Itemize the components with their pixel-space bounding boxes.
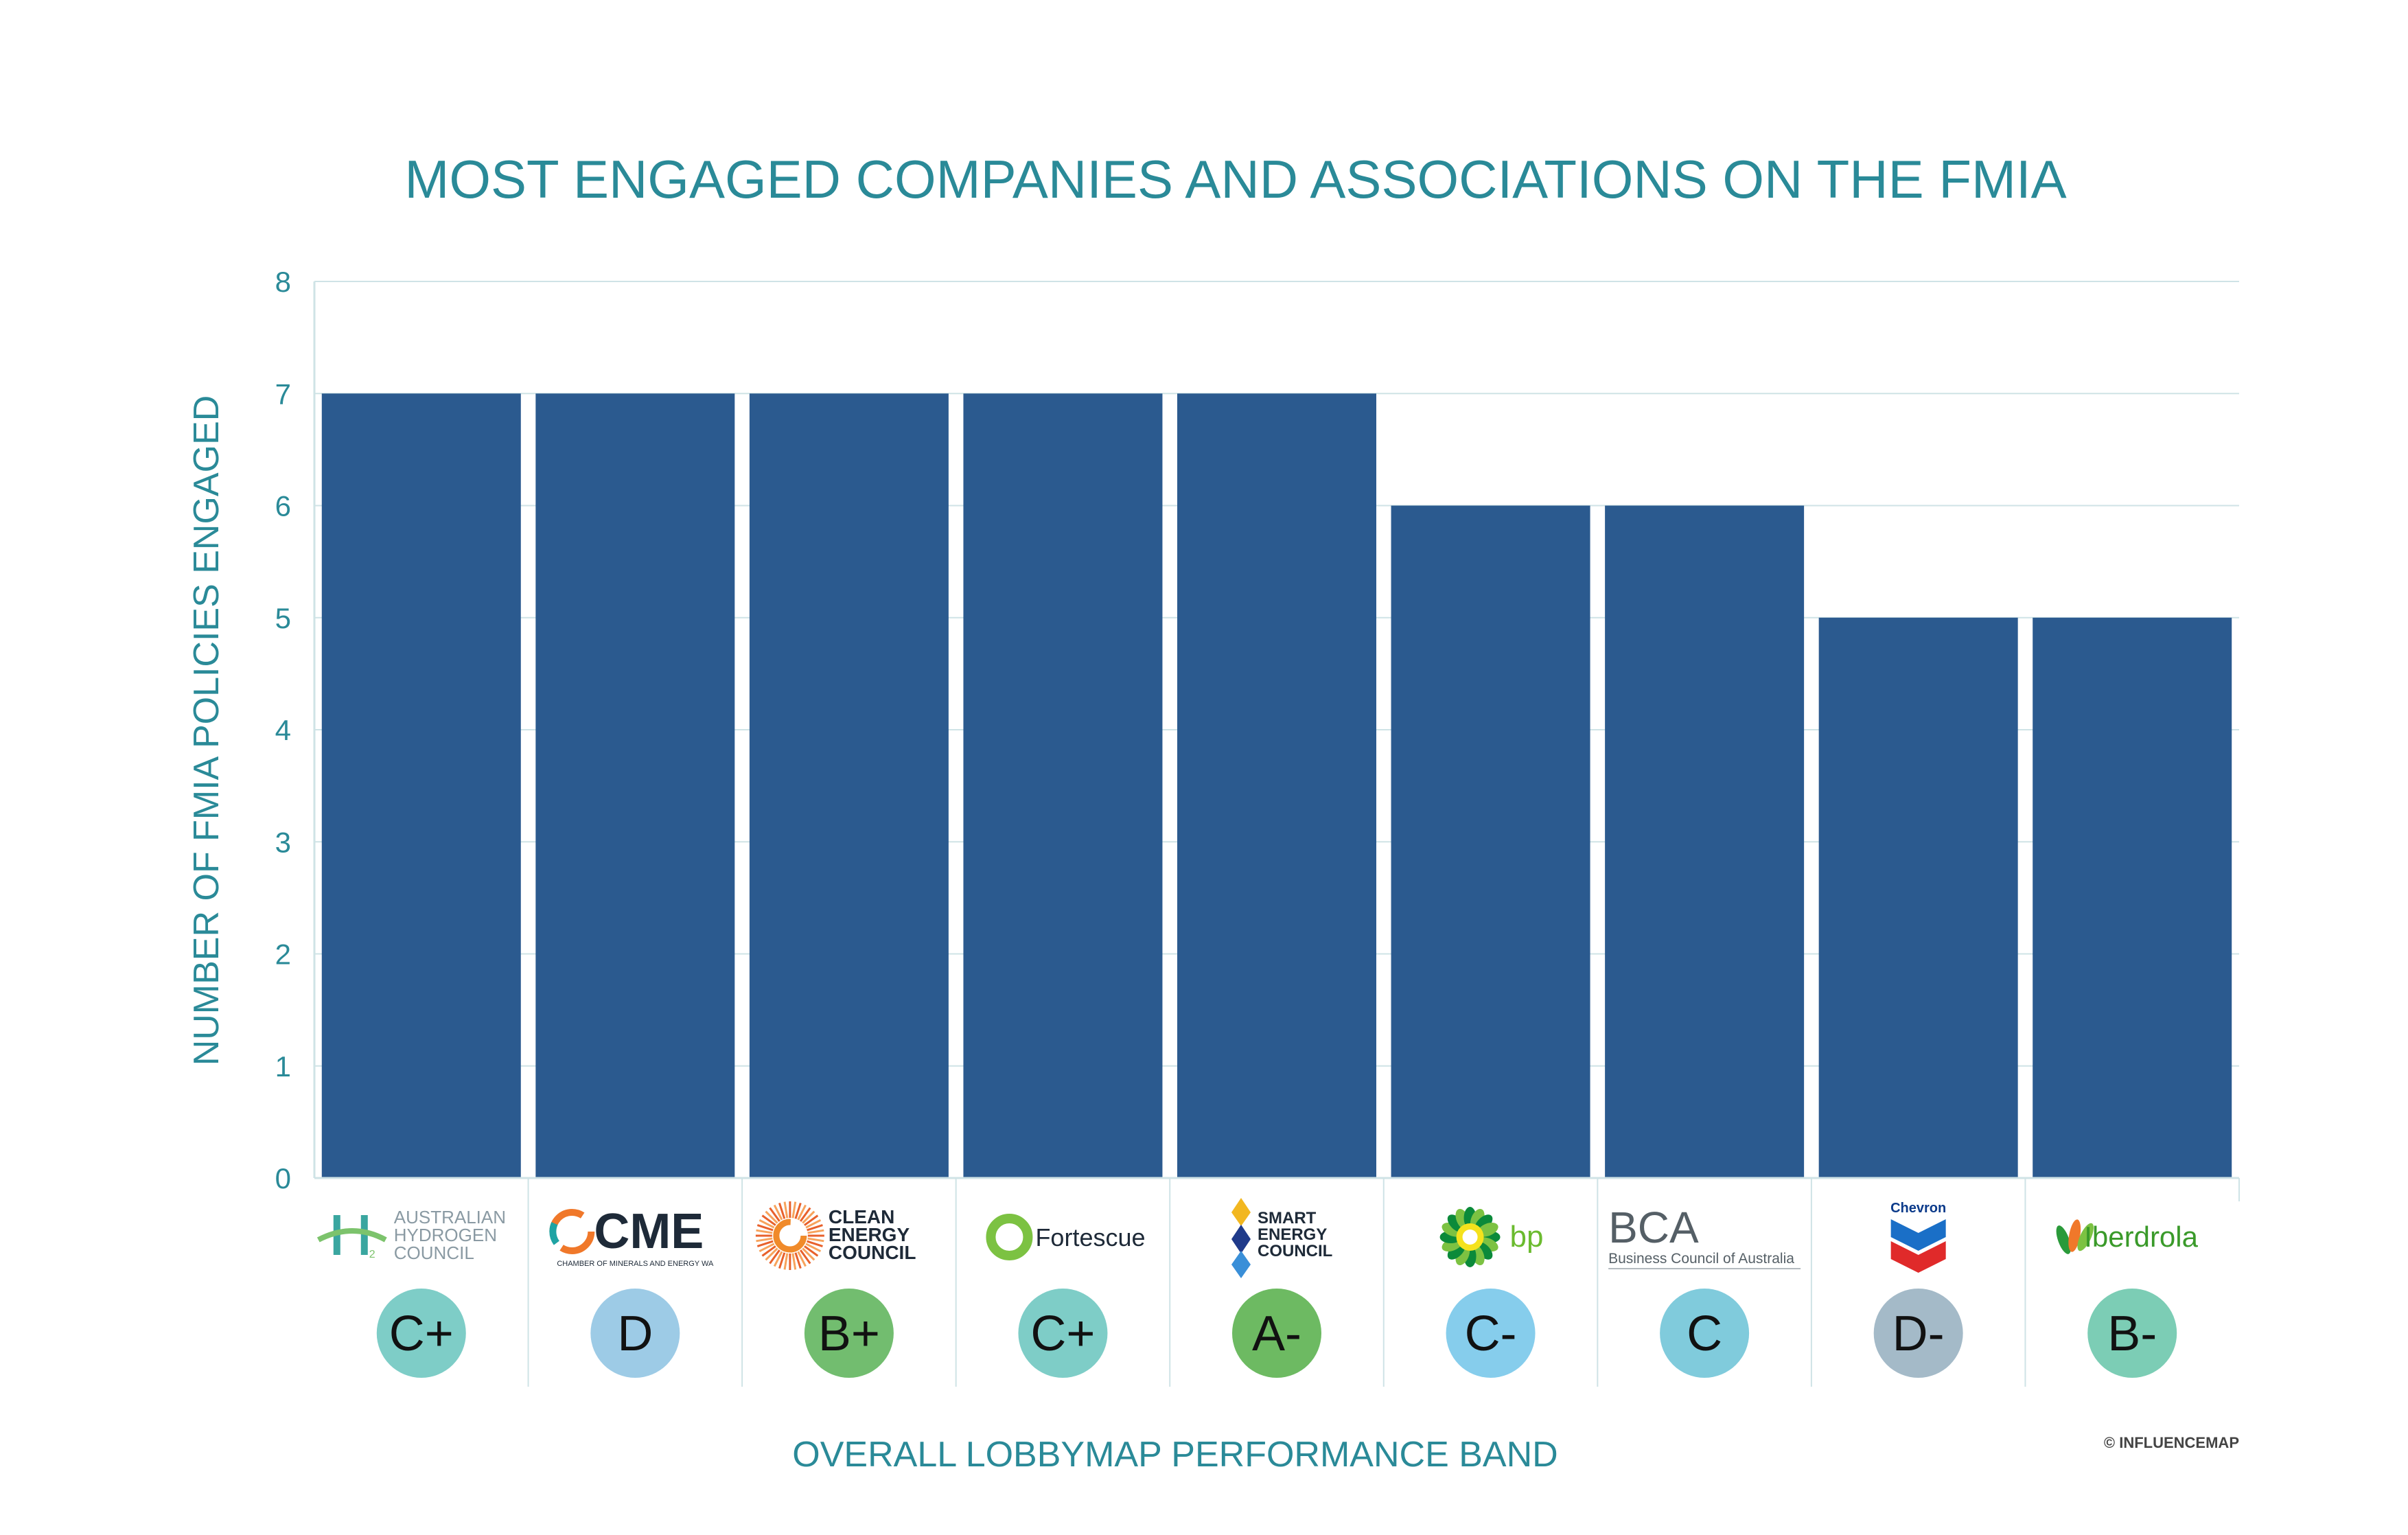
logo-text: HYDROGEN [394,1225,497,1245]
logo-text: Fortescue [1035,1223,1145,1251]
band-grade: B+ [818,1306,880,1361]
band-circle [1018,1289,1108,1378]
band-grade: C+ [389,1306,454,1361]
logo-text: ENERGY [829,1224,910,1245]
logo-text: COUNCIL [394,1243,474,1263]
band-grade: B- [2107,1306,2157,1361]
bar [2033,617,2232,1178]
performance-band-badge: C+ [376,1289,466,1378]
performance-band-badge: A- [1232,1289,1321,1378]
credit-text: © INFLUENCEMAP [2104,1434,2239,1451]
diamond-stack-icon [1231,1198,1251,1278]
band-grade: D [617,1306,653,1361]
performance-band-badge: C+ [1018,1289,1108,1378]
y-tick-label: 8 [275,266,291,298]
y-tick-label: 5 [275,602,291,634]
logo-text: CME [594,1204,704,1259]
band-grade: C [1687,1306,1722,1361]
logo-text: bp [1510,1220,1544,1254]
y-tick-labels: 0 1 2 3 4 5 6 7 8 [275,266,291,1194]
logo-text: CLEAN [829,1206,894,1227]
band-grade: D- [1892,1306,1945,1361]
y-tick-label: 1 [275,1050,291,1083]
performance-band-badge: B- [2087,1289,2177,1378]
cme-ring-icon [549,1209,595,1254]
band-circle [376,1289,466,1378]
band-circle [1660,1289,1750,1378]
performance-bands: C+ D B+ C+ A- C- C D- B- [376,1289,2177,1378]
logo-chevron: Chevron [1890,1201,1946,1273]
logo-text: AUSTRALIAN [394,1207,506,1227]
bar [1818,617,2018,1178]
y-tick-label: 6 [275,490,291,522]
logo-fortescue: Fortescue [986,1214,1146,1260]
y-tick-label: 2 [275,938,291,971]
y-axis-title: NUMBER OF FMIA POLICIES ENGAGED [187,395,227,1066]
y-tick-label: 0 [275,1162,291,1194]
hydrogen-h2-icon [316,1215,387,1255]
logo-subscript: 2 [369,1249,375,1260]
logo-text: COUNCIL [829,1242,916,1263]
bar [749,393,949,1178]
band-grade: A- [1252,1306,1301,1361]
ring-icon [986,1214,1033,1260]
performance-band-badge: D [590,1289,680,1378]
band-circle [1873,1289,1963,1378]
logo-iberdrola: Iberdrola [2056,1219,2199,1254]
logo-text: BCA [1608,1203,1699,1252]
performance-band-badge: B+ [804,1289,894,1378]
helios-icon [1439,1207,1501,1267]
chevron-hallmark-icon [1890,1219,1946,1273]
y-tick-label: 3 [275,826,291,858]
band-grade: C+ [1030,1306,1095,1361]
logo-text: ENERGY [1258,1225,1327,1244]
band-circle [2087,1289,2177,1378]
performance-band-badge: D- [1873,1289,1963,1378]
y-tick-label: 4 [275,714,291,746]
band-grade: C- [1465,1306,1517,1361]
logo-text: Chevron [1890,1201,1946,1216]
band-circle [590,1289,680,1378]
bar [321,393,521,1178]
y-tick-label: 7 [275,378,291,410]
axes [313,281,2240,1387]
bar [535,393,735,1178]
logo-text: SMART [1258,1209,1317,1227]
bar [963,393,1163,1178]
band-circle [1446,1289,1536,1378]
bar [1177,393,1376,1178]
band-circle [1232,1289,1321,1378]
bar [1391,505,1590,1178]
logo-subtitle: Business Council of Australia [1608,1251,1794,1267]
logo-text: COUNCIL [1258,1242,1332,1260]
logo-bp: bp [1439,1207,1544,1267]
sunburst-icon [755,1201,824,1270]
band-circle [804,1289,894,1378]
bar [1605,505,1805,1178]
bars [321,393,2232,1178]
x-axis-title: OVERALL LOBBYMAP PERFORMANCE BAND [792,1435,1558,1475]
chart-title: MOST ENGAGED COMPANIES AND ASSOCIATIONS … [404,149,2066,209]
performance-band-badge: C- [1446,1289,1536,1378]
logo-text: Iberdrola [2084,1221,2198,1253]
leaves-icon [2056,1219,2094,1254]
logo-subtitle: CHAMBER OF MINERALS AND ENERGY WA [557,1260,714,1268]
performance-band-badge: C [1660,1289,1750,1378]
